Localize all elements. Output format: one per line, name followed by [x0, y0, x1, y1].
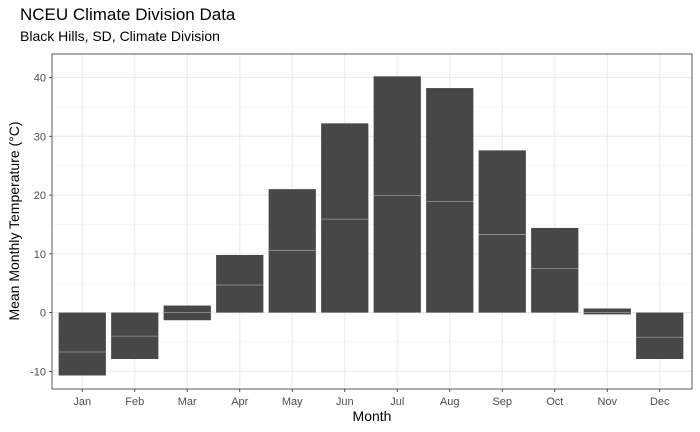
chart-subtitle: Black Hills, SD, Climate Division — [20, 28, 220, 44]
bar-aug — [426, 88, 474, 313]
x-tick-label: Aug — [440, 396, 460, 408]
bar-dec — [636, 312, 684, 360]
x-tick-label: May — [282, 396, 303, 408]
x-tick-label: Apr — [231, 396, 248, 408]
bar-jul — [373, 76, 421, 313]
bar-oct — [531, 227, 579, 313]
y-tick-label: 0 — [40, 308, 46, 320]
y-tick-label: 10 — [34, 249, 46, 261]
x-tick-label: Nov — [597, 396, 617, 408]
bar-may — [268, 189, 316, 313]
x-axis-title: Month — [353, 408, 392, 424]
y-axis: -10 0 10 20 30 40 — [30, 73, 52, 378]
bar-apr — [216, 255, 264, 313]
x-axis: Jan Feb Mar Apr May Jun Jul Aug Sep Oct Nov Dec — [73, 389, 670, 408]
y-tick-label: -10 — [30, 366, 46, 378]
x-tick-label: Oct — [546, 396, 563, 408]
bar-jan — [58, 312, 106, 376]
y-tick-label: 40 — [34, 73, 46, 85]
bar-sep — [478, 150, 526, 313]
x-tick-label: Jul — [390, 396, 404, 408]
chart-title: NCEU Climate Division Data — [20, 5, 236, 24]
plot-frame — [51, 53, 693, 390]
y-tick-label: 20 — [34, 190, 46, 202]
bar-jun — [321, 123, 369, 313]
x-tick-label: Jan — [73, 396, 91, 408]
y-tick-label: 30 — [34, 131, 46, 143]
x-tick-label: Mar — [178, 396, 197, 408]
y-axis-title: Mean Monthly Temperature (°C) — [6, 121, 22, 320]
x-tick-label: Jun — [336, 396, 354, 408]
bars-group — [58, 76, 684, 376]
x-tick-label: Feb — [125, 396, 144, 408]
x-tick-label: Sep — [492, 396, 512, 408]
x-tick-label: Dec — [650, 396, 670, 408]
plot-background — [52, 54, 692, 389]
bar-nov — [583, 308, 631, 315]
